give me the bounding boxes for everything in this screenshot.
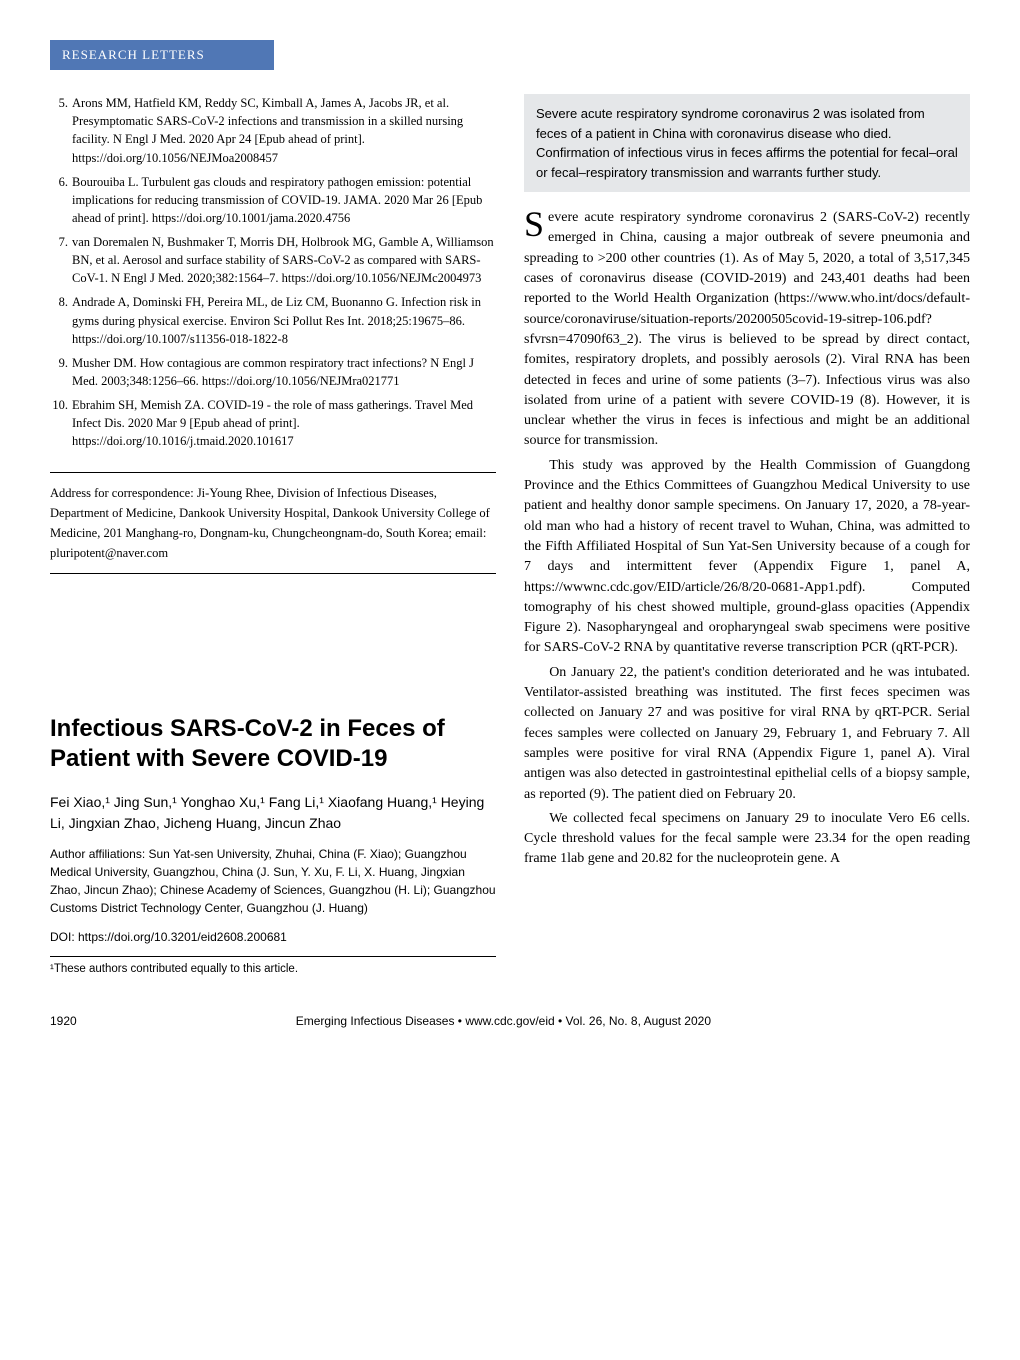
author-footnote: ¹These authors contributed equally to th… [50,961,496,977]
section-header: RESEARCH LETTERS [50,40,274,70]
body-paragraph: This study was approved by the Health Co… [524,456,970,659]
footer-citation: Emerging Infectious Diseases • www.cdc.g… [77,1013,930,1030]
dropcap: S [524,208,548,240]
author-list: Fei Xiao,¹ Jing Sun,¹ Yonghao Xu,¹ Fang … [50,792,496,833]
page-footer: 1920 Emerging Infectious Diseases • www.… [50,1013,970,1030]
footnote-separator [50,956,496,957]
reference-item: van Doremalen N, Bushmaker T, Morris DH,… [72,233,496,287]
reference-item: Ebrahim SH, Memish ZA. COVID-19 - the ro… [72,396,496,450]
page-number: 1920 [50,1013,77,1030]
left-column: Arons MM, Hatfield KM, Reddy SC, Kimball… [50,94,496,977]
body-paragraph: We collected fecal specimens on January … [524,809,970,870]
body-paragraph: On January 22, the patient's condition d… [524,663,970,805]
reference-item: Bourouiba L. Turbulent gas clouds and re… [72,173,496,227]
reference-item: Arons MM, Hatfield KM, Reddy SC, Kimball… [72,94,496,167]
reference-item: Andrade A, Dominski FH, Pereira ML, de L… [72,293,496,347]
reference-item: Musher DM. How contagious are common res… [72,354,496,390]
doi-text: DOI: https://doi.org/10.3201/eid2608.200… [50,929,496,946]
correspondence-box: Address for correspondence: Ji-Young Rhe… [50,472,496,574]
paragraph-text: evere acute respiratory syndrome coronav… [524,210,970,448]
right-column: Severe acute respiratory syndrome corona… [524,94,970,977]
article-body: Severe acute respiratory syndrome corona… [524,208,970,870]
content-columns: Arons MM, Hatfield KM, Reddy SC, Kimball… [50,94,970,977]
abstract-box: Severe acute respiratory syndrome corona… [524,94,970,192]
body-paragraph: Severe acute respiratory syndrome corona… [524,208,970,452]
article-title: Infectious SARS-CoV-2 in Feces of Patien… [50,714,496,774]
affiliations: Author affiliations: Sun Yat-sen Univers… [50,845,496,917]
reference-list: Arons MM, Hatfield KM, Reddy SC, Kimball… [50,94,496,450]
